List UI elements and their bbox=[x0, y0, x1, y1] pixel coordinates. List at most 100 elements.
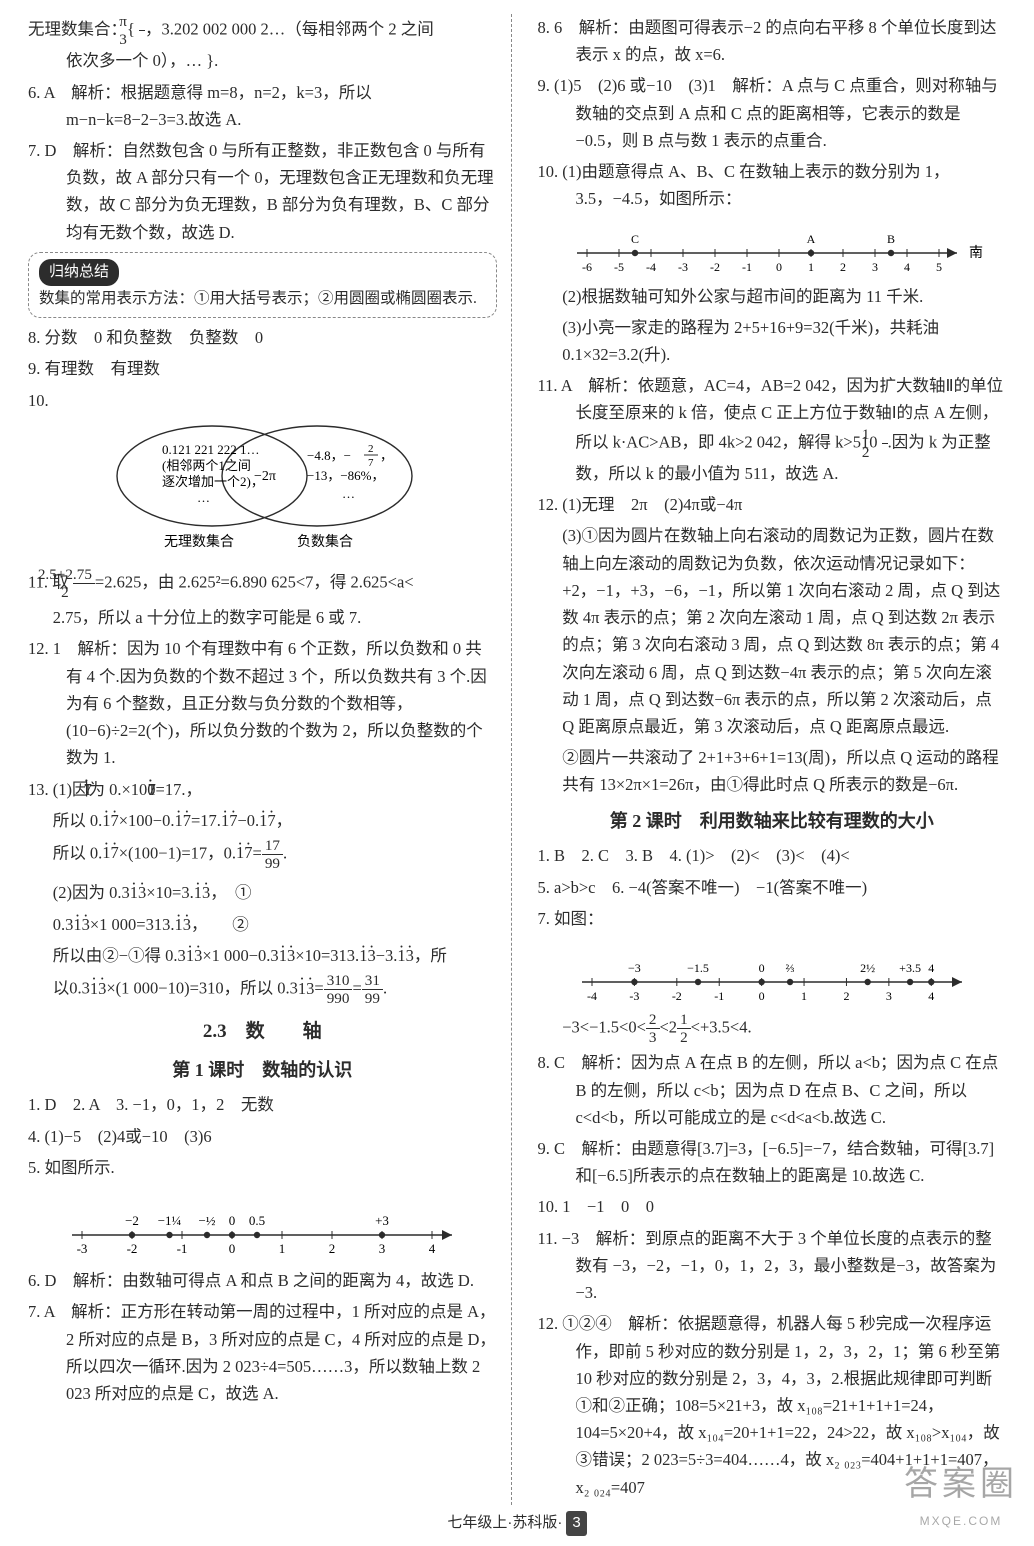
right-column: 8. 6 解析：由题图可得表示−2 的点向右平移 8 个单位长度到达表示 x 的… bbox=[534, 14, 1007, 1505]
q10-label: 10. bbox=[28, 387, 497, 414]
page-footer: 七年级上·苏科版·3 bbox=[28, 1511, 1006, 1536]
svg-text:−1¼: −1¼ bbox=[158, 1213, 182, 1228]
section-2-3-title: 2.3 数 轴 bbox=[28, 1016, 497, 1047]
svg-text:南: 南 bbox=[969, 245, 983, 261]
svg-text:5: 5 bbox=[936, 260, 942, 274]
l1-q4: 4. (1)−5 (2)4或−10 (3)6 bbox=[28, 1123, 497, 1150]
r-q12b: (3)①因为圆片在数轴上向右滚动的周数记为正数，圆片在数轴上向左滚动的周数记为负… bbox=[538, 522, 1007, 740]
svg-text:0: 0 bbox=[776, 260, 782, 274]
left-column: 无理数集合：{ π3，3.202 002 000 2…（每相邻两个 2 之间依次… bbox=[28, 14, 512, 1505]
svg-text:3: 3 bbox=[379, 1241, 386, 1256]
svg-text:1: 1 bbox=[279, 1241, 286, 1256]
svg-text:4: 4 bbox=[928, 961, 934, 975]
r-q9: 9. (1)5 (2)6 或−10 (3)1 解析：A 点与 C 点重合，则对称… bbox=[538, 72, 1007, 154]
venn-diagram: 0.121 221 222 1… (相邻两个1之间 逐次增加一个2)， … −2… bbox=[102, 418, 422, 563]
l2-q11: 11. −3 解析：到原点的距离不大于 3 个单位长度的点表示的整数有 −3，−… bbox=[538, 1225, 1007, 1307]
l1-q7: 7. A 解析：正方形在转动第一周的过程中，1 所对应的点是 A，2 所对应的点… bbox=[28, 1298, 497, 1407]
svg-text:3: 3 bbox=[886, 989, 892, 1003]
svg-text:-1: -1 bbox=[742, 260, 752, 274]
r-q12c: ②圆片一共滚动了 2+1+3+6+1=13(周)，所以点 Q 运动的路程共有 1… bbox=[538, 744, 1007, 798]
svg-text:2: 2 bbox=[368, 443, 374, 455]
q13-2b: 0.313×1 000=313.13， ② bbox=[28, 911, 497, 938]
two-column-layout: 无理数集合：{ π3，3.202 002 000 2…（每相邻两个 2 之间依次… bbox=[28, 14, 1006, 1505]
number-line-q10: 南 -6 -5 -4 -3 -2 -1 0 1 2 3 4 5 C A B bbox=[557, 217, 987, 279]
svg-text:-4: -4 bbox=[646, 260, 656, 274]
svg-text:−2π: −2π bbox=[254, 469, 276, 484]
svg-text:1: 1 bbox=[808, 260, 814, 274]
svg-text:−13，−86%，: −13，−86%， bbox=[307, 468, 385, 483]
number-line-q7: -4-3-2-101234−3−1.50⅔2½+3.54 bbox=[562, 936, 982, 1008]
svg-text:3: 3 bbox=[872, 260, 878, 274]
q7: 7. D 解析：自然数包含 0 与所有正整数，非正数包含 0 与所有负数，故 A… bbox=[28, 137, 497, 246]
svg-text:-2: -2 bbox=[710, 260, 720, 274]
svg-text:负数集合: 负数集合 bbox=[297, 533, 353, 550]
svg-text:0.121 221 222 1…: 0.121 221 222 1… bbox=[162, 442, 260, 457]
q11-line1: 11. 取 2.5+2.752=2.625，由 2.625²=6.890 625… bbox=[28, 567, 497, 600]
r-q10c: (3)小亮一家走的路程为 2+5+16+9=32(千米)，共耗油 0.1×32=… bbox=[538, 314, 1007, 368]
svg-text:无理数集合: 无理数集合 bbox=[164, 533, 234, 550]
svg-text:0: 0 bbox=[229, 1213, 236, 1228]
l1-q1-3: 1. D 2. A 3. −1，0，1，2 无数 bbox=[28, 1091, 497, 1118]
svg-text:B: B bbox=[887, 232, 895, 246]
svg-text:1: 1 bbox=[801, 989, 807, 1003]
lesson-1-title: 第 1 课时 数轴的认识 bbox=[28, 1056, 497, 1086]
svg-text:A: A bbox=[806, 232, 815, 246]
svg-text:−4.8，−: −4.8，− bbox=[307, 448, 351, 463]
q9: 9. 有理数 有理数 bbox=[28, 355, 497, 382]
svg-text:-3: -3 bbox=[678, 260, 688, 274]
summary-title: 归纳总结 bbox=[39, 259, 119, 286]
l2-q7: 7. 如图： bbox=[538, 905, 1007, 932]
svg-text:-2: -2 bbox=[672, 989, 682, 1003]
r-q8: 8. 6 解析：由题图可得表示−2 的点向右平移 8 个单位长度到达表示 x 的… bbox=[538, 14, 1007, 68]
svg-text:+3: +3 bbox=[375, 1213, 389, 1228]
number-line-q5: -3-2-101234−2−1¼−½00.5+3 bbox=[52, 1185, 472, 1263]
svg-text:−½: −½ bbox=[199, 1213, 216, 1228]
svg-text:−1.5: −1.5 bbox=[687, 961, 709, 975]
l2-q9: 9. C 解析：由题意得[3.7]=3，[−6.5]=−7，结合数轴，可得[3.… bbox=[538, 1135, 1007, 1189]
q13-2c: 所以由②−①得 0.313×1 000−0.313×10=313.13−3.13… bbox=[28, 942, 497, 969]
q13-1b: 所以 0.17×100−0.17=17.17−0.17， bbox=[28, 807, 497, 834]
svg-text:0: 0 bbox=[229, 1241, 236, 1256]
lesson-2-title: 第 2 课时 利用数轴来比较有理数的大小 bbox=[538, 807, 1007, 837]
q6: 6. A 解析：根据题意得 m=8，n=2，k=3，所以 m−n−k=8−2−3… bbox=[28, 79, 497, 133]
svg-text:0: 0 bbox=[758, 961, 764, 975]
svg-text:4: 4 bbox=[904, 260, 910, 274]
svg-text:0: 0 bbox=[758, 989, 764, 1003]
q13-2d: 以0.313×(1 000−10)=310，所以 0.313=310990=31… bbox=[28, 973, 497, 1006]
svg-text:−2: −2 bbox=[125, 1213, 139, 1228]
l2-q5-6: 5. a>b>c 6. −4(答案不唯一) −1(答案不唯一) bbox=[538, 874, 1007, 901]
q13-1c: 所以 0.17×(100−1)=17，0.17=1799. bbox=[28, 838, 497, 871]
r-q10b: (2)根据数轴可知外公家与超市间的距离为 11 千米. bbox=[538, 283, 1007, 310]
svg-text:，: ， bbox=[380, 448, 393, 463]
q12: 12. 1 解析：因为 10 个有理数中有 6 个正数，所以负数和 0 共有 4… bbox=[28, 635, 497, 771]
svg-text:2: 2 bbox=[329, 1241, 336, 1256]
svg-text:(相邻两个1之间: (相邻两个1之间 bbox=[162, 458, 251, 473]
l2-q10: 10. 1 −1 0 0 bbox=[538, 1193, 1007, 1220]
svg-text:逐次增加一个2)，: 逐次增加一个2)， bbox=[162, 474, 264, 489]
q13-2a: (2)因为 0.313×10=3.13， ① bbox=[28, 879, 497, 906]
page-number: 3 bbox=[566, 1511, 586, 1536]
summary-box: 归纳总结 数集的常用表示方法：①用大括号表示；②用圆圈或椭圆圈表示. bbox=[28, 252, 497, 318]
svg-text:C: C bbox=[631, 232, 639, 246]
r-q12a: 12. (1)无理 2π (2)4π或−4π bbox=[538, 491, 1007, 518]
l2-inequality: −3<−1.5<0<23<212<+3.5<4. bbox=[538, 1012, 1007, 1045]
l2-q1-4: 1. B 2. C 3. B 4. (1)> (2)< (3)< (4)< bbox=[538, 842, 1007, 869]
q11-line2: 2.75，所以 a 十分位上的数字可能是 6 或 7. bbox=[28, 604, 497, 631]
svg-text:+3.5: +3.5 bbox=[899, 961, 921, 975]
svg-text:-5: -5 bbox=[614, 260, 624, 274]
l1-q6: 6. D 解析：由数轴可得点 A 和点 B 之间的距离为 4，故选 D. bbox=[28, 1267, 497, 1294]
svg-text:-6: -6 bbox=[582, 260, 592, 274]
irrational-set: 无理数集合：{ π3，3.202 002 000 2…（每相邻两个 2 之间依次… bbox=[28, 14, 497, 75]
svg-text:-1: -1 bbox=[714, 989, 724, 1003]
r-q11: 11. A 解析：依题意，AC=4，AB=2 042，因为扩大数轴Ⅱ的单位长度至… bbox=[538, 372, 1007, 487]
l2-q8: 8. C 解析：因为点 A 在点 B 的左侧，所以 a<b；因为点 C 在点 B… bbox=[538, 1049, 1007, 1131]
svg-text:−3: −3 bbox=[628, 961, 641, 975]
svg-text:2: 2 bbox=[840, 260, 846, 274]
svg-text:-1: -1 bbox=[177, 1241, 188, 1256]
svg-text:⅔: ⅔ bbox=[785, 961, 794, 975]
svg-text:…: … bbox=[197, 490, 210, 505]
svg-text:2: 2 bbox=[843, 989, 849, 1003]
svg-text:4: 4 bbox=[928, 989, 934, 1003]
summary-body: 数集的常用表示方法：①用大括号表示；②用圆圈或椭圆圈表示. bbox=[39, 290, 477, 307]
r-q10a: 10. (1)由题意得点 A、B、C 在数轴上表示的数分别为 1，3.5，−4.… bbox=[538, 158, 1007, 212]
